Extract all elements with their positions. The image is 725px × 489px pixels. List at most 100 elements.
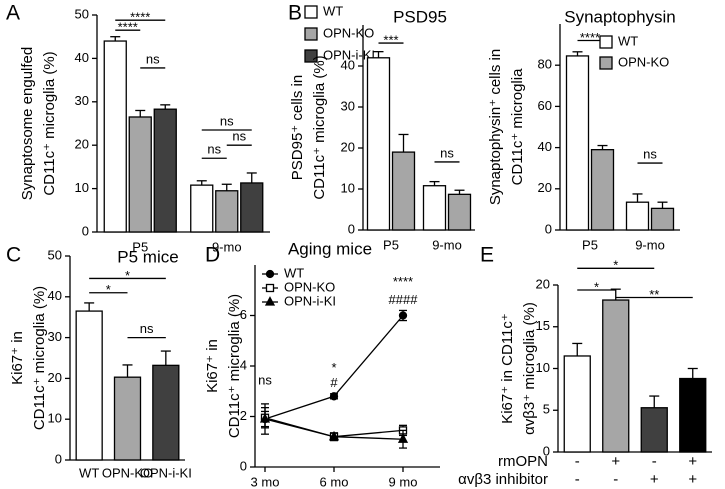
- data-point: [328, 430, 340, 441]
- significance-label: *: [125, 268, 130, 283]
- bar: [447, 193, 472, 231]
- legend-swatch: [304, 5, 318, 19]
- legend-label: OPN-KO: [284, 279, 335, 294]
- data-point: [259, 413, 271, 423]
- significance-label: **: [649, 287, 659, 302]
- y-tick-label: 30: [341, 98, 355, 113]
- panel-letter: A: [6, 2, 20, 25]
- panel-letter: B: [288, 2, 302, 25]
- y-tick-label: 20: [48, 370, 62, 385]
- y-tick-label: 50: [75, 6, 89, 21]
- bar: [679, 377, 707, 453]
- panel-title: Aging mice: [288, 239, 372, 258]
- legend-label: WT: [284, 265, 304, 280]
- x-tick-label: 9-mo: [212, 239, 242, 254]
- legend-swatch: [599, 56, 613, 70]
- row-mark: -: [652, 453, 657, 470]
- x-tick-label: P5: [383, 237, 399, 252]
- y-tick-label: 0: [545, 221, 552, 236]
- y-tick-label: 0: [240, 458, 247, 473]
- y-axis-label: Ki67⁺ in CD11c⁺: [499, 313, 516, 424]
- data-point: [398, 311, 408, 320]
- bar: [422, 185, 447, 231]
- y-tick-label: 6: [240, 307, 247, 322]
- y-tick-label: 20: [341, 139, 355, 154]
- significance-label: ****: [580, 30, 600, 45]
- y-axis-label: CD11c⁺ microglia (%): [41, 51, 58, 195]
- y-tick-label: 40: [48, 288, 62, 303]
- row-mark: +: [650, 471, 659, 488]
- panel-letter: E: [480, 244, 494, 267]
- legend-swatch: [304, 49, 318, 63]
- panel-letter: D: [205, 244, 220, 267]
- significance-label: *: [331, 360, 336, 375]
- y-tick-label: 20: [536, 276, 550, 291]
- data-point: [397, 433, 409, 443]
- significance-label: ****: [393, 274, 413, 289]
- y-tick-label: 40: [75, 50, 89, 65]
- bar: [366, 57, 391, 231]
- bar: [650, 207, 675, 231]
- panel-letter: C: [6, 244, 21, 267]
- y-tick-label: 20: [75, 137, 89, 152]
- y-tick-label: 15: [536, 318, 550, 333]
- row-label: αvβ3 inhibitor: [458, 471, 548, 488]
- y-tick-label: 0: [55, 451, 62, 466]
- bar: [113, 376, 142, 461]
- y-tick-label: 30: [75, 93, 89, 108]
- bar: [602, 299, 630, 453]
- y-axis-label: CD11c⁺ microglia (%): [31, 286, 48, 430]
- significance-label: #: [330, 375, 338, 390]
- significance-label: ns: [146, 51, 160, 66]
- significance-label: ***: [383, 32, 398, 47]
- significance-label: ns: [440, 145, 454, 160]
- y-tick-label: 30: [48, 329, 62, 344]
- panel-title: P5 mice: [117, 247, 178, 266]
- y-tick-label: 50: [48, 247, 62, 262]
- x-tick-label: 9-mo: [432, 237, 462, 252]
- bar: [153, 108, 177, 233]
- bar: [190, 184, 214, 233]
- y-tick-label: 4: [240, 357, 247, 372]
- bar: [75, 310, 103, 461]
- significance-label: ****: [130, 10, 150, 25]
- x-tick-label: OPN-i-KI: [140, 465, 192, 480]
- y-tick-label: 60: [538, 98, 552, 113]
- x-tick-label: 6 mo: [320, 474, 349, 489]
- y-tick-label: 5: [543, 402, 550, 417]
- y-tick-label: 80: [538, 57, 552, 72]
- bar: [240, 182, 264, 233]
- y-axis-label: Ki67⁺ in: [9, 331, 26, 385]
- legend-swatch: [304, 27, 318, 41]
- legend-swatch: [599, 35, 613, 49]
- row-mark: +: [688, 453, 697, 470]
- y-tick-label: 40: [341, 57, 355, 72]
- significance-label: ns: [643, 146, 657, 161]
- y-axis-label: CD11c⁺ microglia: [509, 68, 526, 185]
- legend-label: OPN-KO: [323, 25, 374, 40]
- legend-marker: [264, 296, 276, 306]
- row-mark: -: [575, 453, 580, 470]
- significance-label: ns: [140, 321, 154, 336]
- x-tick-label: 3 mo: [251, 474, 280, 489]
- row-mark: +: [611, 453, 620, 470]
- bar: [391, 151, 416, 231]
- panel-title: PSD95: [393, 7, 447, 26]
- y-tick-label: 0: [82, 223, 89, 238]
- significance-label: *: [594, 279, 599, 294]
- legend-label: WT: [618, 33, 638, 48]
- panel-title: Synaptophysin: [564, 7, 676, 26]
- bar: [128, 116, 152, 233]
- y-axis-label: Synaptophysin⁺ cells in: [487, 49, 504, 205]
- bar: [565, 55, 590, 231]
- legend-label: OPN-i-KI: [284, 293, 336, 308]
- legend-label: OPN-KO: [618, 54, 669, 69]
- significance-label: *: [106, 282, 111, 297]
- bar: [103, 40, 127, 233]
- x-tick-label: WT: [79, 465, 99, 480]
- row-mark: -: [575, 471, 580, 488]
- legend-label: OPN-i-KI: [323, 47, 375, 62]
- bar: [640, 407, 668, 453]
- significance-label: ns: [220, 113, 234, 128]
